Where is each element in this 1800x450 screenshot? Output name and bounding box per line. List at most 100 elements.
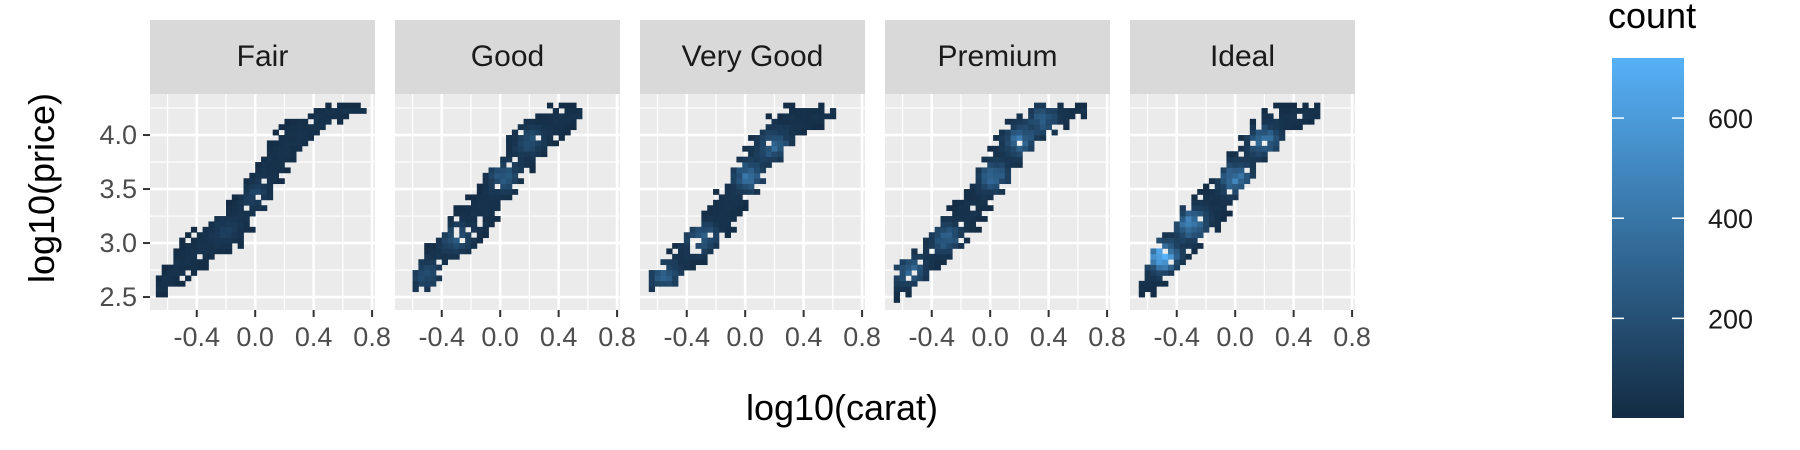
bin-cell bbox=[975, 226, 982, 233]
bin-cell bbox=[677, 248, 685, 255]
x-tick-label: 0.4 bbox=[1275, 322, 1313, 352]
bin-cell bbox=[465, 237, 472, 244]
bin-cell bbox=[470, 205, 478, 212]
bin-cell bbox=[284, 118, 291, 125]
bin-cell bbox=[1179, 237, 1186, 244]
bin-cell bbox=[249, 210, 256, 217]
bin-cell bbox=[558, 102, 565, 109]
bin-cell bbox=[1179, 248, 1186, 255]
bin-cell bbox=[296, 129, 303, 136]
bin-cell bbox=[771, 124, 778, 131]
x-tick-label: 0.4 bbox=[540, 322, 578, 352]
bin-cell bbox=[987, 172, 994, 179]
bin-cell bbox=[202, 243, 209, 249]
bin-cell bbox=[683, 232, 691, 239]
bin-cell bbox=[459, 205, 466, 212]
bin-cell bbox=[476, 237, 484, 244]
bin-cell bbox=[975, 194, 982, 201]
bin-cell bbox=[1290, 124, 1297, 131]
x-tick-label: 0.0 bbox=[1216, 322, 1254, 352]
bin-cell bbox=[730, 178, 737, 185]
bin-cell bbox=[753, 151, 761, 158]
bin-cell bbox=[1004, 140, 1012, 147]
bin-cell bbox=[1243, 172, 1251, 179]
bin-cell bbox=[1279, 124, 1286, 131]
legend-tick-label: 600 bbox=[1708, 104, 1753, 134]
bin-cell bbox=[963, 216, 971, 222]
bin-cell bbox=[494, 167, 501, 174]
bin-cell bbox=[511, 145, 519, 152]
bin-cell bbox=[713, 216, 720, 222]
y-tick-label: 3.0 bbox=[99, 228, 137, 258]
bin-cell bbox=[818, 102, 825, 109]
bin-cell bbox=[958, 199, 965, 206]
facet-strip-label: Ideal bbox=[1210, 40, 1275, 73]
bin-cell bbox=[278, 162, 285, 168]
bin-cell bbox=[1220, 167, 1227, 174]
bin-cell bbox=[800, 113, 807, 120]
bin-cell bbox=[748, 183, 755, 190]
bin-cell bbox=[1080, 113, 1088, 120]
bin-cell bbox=[753, 167, 761, 174]
x-tick-label: -0.4 bbox=[663, 322, 710, 352]
bin-cell bbox=[1156, 248, 1163, 255]
bin-cell bbox=[453, 243, 460, 249]
bin-cell bbox=[1138, 280, 1146, 287]
bin-cell bbox=[1249, 124, 1257, 131]
y-axis-title: log10(price) bbox=[21, 93, 62, 283]
bin-cell bbox=[1173, 253, 1181, 260]
bin-cell bbox=[482, 216, 489, 222]
bin-cell bbox=[249, 199, 256, 206]
bin-cell bbox=[196, 243, 203, 249]
bin-cell bbox=[179, 264, 186, 271]
bin-cell bbox=[488, 199, 495, 206]
bin-cell bbox=[742, 183, 749, 190]
bin-cell bbox=[922, 275, 930, 282]
bin-cell bbox=[677, 243, 685, 249]
bin-cell bbox=[1284, 108, 1292, 114]
bin-cell bbox=[1273, 102, 1280, 109]
bin-cell bbox=[185, 232, 192, 239]
bin-cell bbox=[1203, 226, 1210, 233]
bin-cell bbox=[470, 221, 478, 228]
bin-cell bbox=[1173, 259, 1181, 266]
bin-cell bbox=[476, 210, 484, 217]
bin-cell bbox=[255, 199, 262, 206]
bin-cell bbox=[506, 151, 513, 158]
bin-cell bbox=[529, 151, 536, 158]
bin-cell bbox=[677, 270, 685, 276]
bin-cell bbox=[748, 156, 755, 163]
bin-cell bbox=[946, 205, 953, 212]
bin-cell bbox=[1162, 232, 1169, 239]
bin-cell bbox=[1185, 226, 1192, 233]
bin-cell bbox=[1034, 102, 1041, 109]
bin-cell bbox=[535, 151, 542, 158]
bin-cell bbox=[648, 270, 656, 276]
bin-cell bbox=[695, 226, 702, 233]
bin-cell bbox=[261, 189, 268, 195]
bin-cell bbox=[753, 140, 761, 147]
bin-cell bbox=[261, 167, 268, 174]
bin-cell bbox=[167, 264, 174, 271]
bin-cell bbox=[1203, 199, 1210, 206]
bin-cell bbox=[272, 156, 279, 163]
bin-cell bbox=[1249, 118, 1257, 125]
bin-cell bbox=[753, 172, 761, 179]
bin-cell bbox=[940, 216, 947, 222]
bin-cell bbox=[290, 156, 297, 163]
bin-cell bbox=[987, 205, 994, 212]
bin-cell bbox=[225, 248, 233, 255]
bin-cell bbox=[1243, 145, 1251, 152]
bin-cell bbox=[1144, 280, 1151, 287]
bin-cell bbox=[783, 102, 790, 109]
bin-cell bbox=[1022, 145, 1029, 152]
bin-cell bbox=[730, 172, 737, 179]
bin-cell bbox=[1308, 118, 1315, 125]
bin-cell bbox=[535, 113, 542, 120]
bin-cell bbox=[470, 226, 478, 233]
bin-cell bbox=[296, 145, 303, 152]
bin-cell bbox=[794, 108, 802, 114]
bin-cell bbox=[987, 162, 994, 168]
bin-cell bbox=[998, 156, 1006, 163]
bin-cell bbox=[911, 264, 918, 271]
